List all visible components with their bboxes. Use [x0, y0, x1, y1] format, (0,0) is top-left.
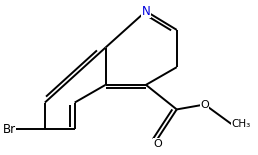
Text: N: N — [142, 5, 150, 18]
Text: O: O — [153, 139, 162, 149]
Text: O: O — [200, 100, 209, 109]
Text: CH₃: CH₃ — [232, 119, 251, 129]
Text: Br: Br — [3, 123, 16, 136]
